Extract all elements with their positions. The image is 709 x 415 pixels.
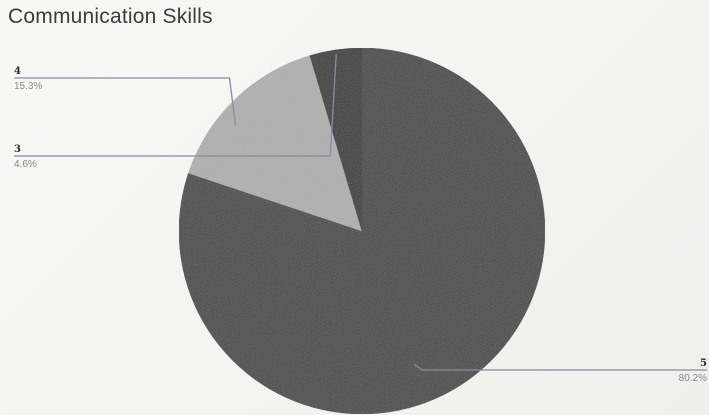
slice-label-5: 5 xyxy=(700,358,707,369)
slice-percent-5: 80.2% xyxy=(679,373,707,384)
leader-line-3 xyxy=(14,53,337,157)
leader-line-4 xyxy=(14,77,237,126)
slice-label-3: 3 xyxy=(14,144,21,155)
pie-slice-4 xyxy=(188,55,363,232)
pie-slice-3 xyxy=(309,47,363,232)
chart-title: Communication Skills xyxy=(8,5,213,28)
slice-percent-4: 15.3% xyxy=(14,81,42,92)
slice-label-4: 4 xyxy=(14,66,21,77)
slice-percent-3: 4.6% xyxy=(14,159,37,170)
leader-line-5 xyxy=(413,363,707,371)
